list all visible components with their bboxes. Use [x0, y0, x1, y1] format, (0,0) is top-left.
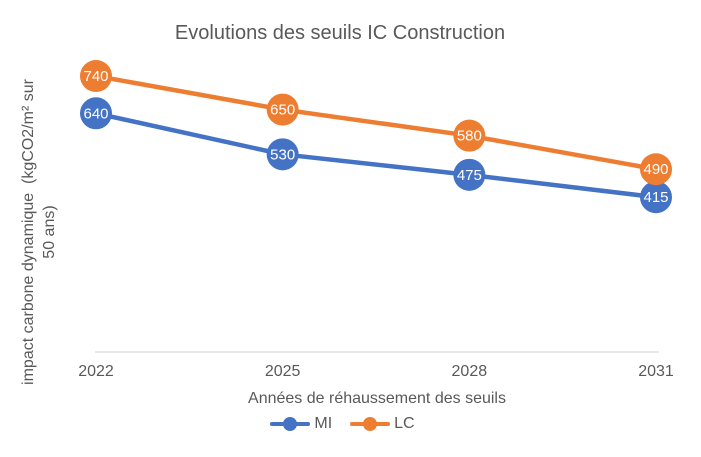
- data-point-lc-2028: [453, 119, 486, 152]
- data-label-mi-2022: 640: [83, 105, 108, 122]
- x-tick-label-2028: 2028: [451, 363, 488, 380]
- data-label-mi-2031: 415: [643, 189, 668, 206]
- x-axis-title: Années de réhaussement des seuils: [248, 390, 506, 407]
- data-point-lc-2031: [640, 153, 672, 186]
- x-tick-label-2022: 2022: [78, 363, 114, 380]
- data-label-lc-2028: 580: [457, 128, 482, 145]
- x-tick-label-2025: 2025: [264, 363, 301, 380]
- legend-dot-icon: [363, 417, 378, 431]
- data-label-lc-2031: 490: [643, 161, 668, 178]
- data-point-lc-2022: [80, 60, 112, 92]
- legend-item-mi: MI: [270, 415, 332, 433]
- legend-item-lc: LC: [350, 415, 415, 433]
- legend-dot-icon: [283, 417, 298, 431]
- data-point-lc-2025: [266, 93, 299, 126]
- legend-label-mi: MI: [314, 415, 333, 432]
- chart-title: Evolutions des seuils IC Construction: [174, 22, 506, 44]
- legend-swatch-mi: [270, 417, 311, 431]
- data-point-mi-2031: [640, 181, 672, 214]
- data-label-lc-2025: 650: [270, 102, 295, 119]
- series-line-mi: [93, 111, 659, 200]
- x-tick-label-2031: 2031: [638, 363, 674, 380]
- data-label-lc-2022: 740: [83, 68, 108, 85]
- data-point-mi-2022: [80, 97, 112, 130]
- series-line-lc: [93, 73, 659, 172]
- x-axis-ticks: 2022 2025 2028 2031: [0, 363, 701, 383]
- legend: MI LC: [0, 415, 685, 433]
- data-label-mi-2028: 475: [457, 167, 482, 184]
- legend-swatch-lc: [350, 417, 391, 431]
- data-point-mi-2028: [453, 158, 486, 191]
- data-label-mi-2025: 530: [270, 146, 295, 163]
- legend-label-lc: LC: [394, 415, 415, 432]
- data-point-mi-2025: [266, 138, 299, 171]
